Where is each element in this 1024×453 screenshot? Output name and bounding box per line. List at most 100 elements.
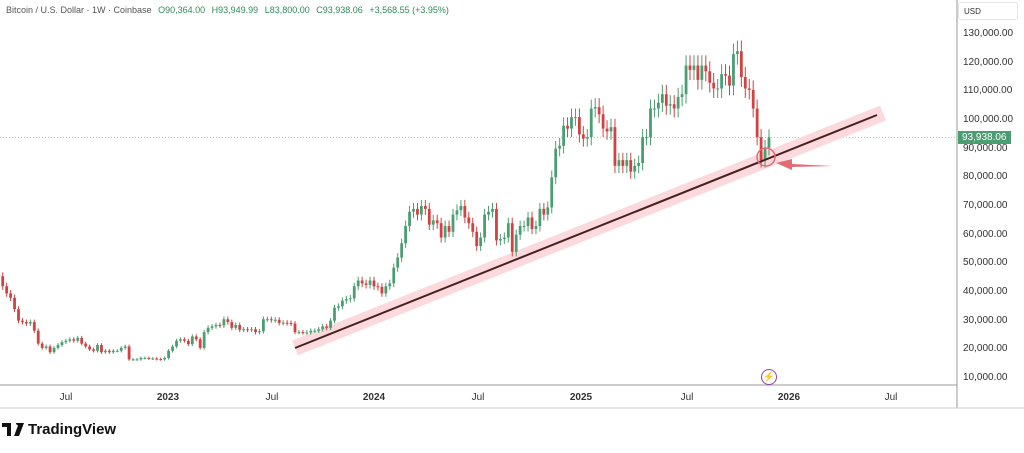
candle-body <box>32 322 36 331</box>
candle-body <box>329 320 332 328</box>
change-value: +3,568.55 (+3.95%) <box>369 5 449 15</box>
candle-body <box>463 206 467 218</box>
candle-body <box>317 329 321 331</box>
candle-body <box>234 324 238 328</box>
candle-body <box>341 300 344 307</box>
candle-body <box>593 107 597 109</box>
candle-body <box>479 237 483 247</box>
lightning-icon[interactable]: ⚡ <box>761 369 777 385</box>
candle-body <box>356 280 360 287</box>
candle-body <box>202 332 206 348</box>
candle-body <box>88 346 91 350</box>
candle-body <box>664 94 668 106</box>
candle-body <box>155 358 159 360</box>
candle-body <box>198 339 202 348</box>
candle-body <box>601 114 605 129</box>
candle-body <box>554 148 558 178</box>
candle-body <box>139 357 143 360</box>
candle-body <box>755 108 759 138</box>
candle-body <box>558 145 562 149</box>
candle-body <box>186 340 190 345</box>
candle-body <box>400 243 404 258</box>
price-tick-label: 10,000.00 <box>963 372 1008 383</box>
candle-body <box>597 107 601 115</box>
candle-body <box>499 238 502 241</box>
candle-body <box>325 326 328 328</box>
candle-body <box>151 358 155 360</box>
candle-body <box>171 346 174 351</box>
candle-body <box>416 208 419 215</box>
candle-body <box>364 283 368 285</box>
candle-body <box>467 217 471 224</box>
candle-body <box>574 117 577 119</box>
candle-body <box>368 280 372 285</box>
brand-name: TradingView <box>28 421 117 438</box>
candle-body <box>420 206 423 215</box>
candle-body <box>708 71 712 83</box>
candle-body <box>218 324 222 326</box>
price-tick-label: 60,000.00 <box>963 228 1008 240</box>
candle-body <box>550 177 554 208</box>
candle-body <box>431 220 435 225</box>
candle-body <box>119 347 123 351</box>
candle-body <box>435 220 439 224</box>
candle-body <box>281 322 285 324</box>
price-tick-label: 20,000.00 <box>963 343 1008 355</box>
currency-button[interactable]: USD <box>958 2 1018 20</box>
candle-body <box>305 332 309 334</box>
time-tick-label: 2026 <box>777 392 801 403</box>
candle-body <box>716 88 720 90</box>
candle-body <box>471 223 475 232</box>
candle-body <box>143 357 147 359</box>
candle-body <box>396 257 400 268</box>
candle-body <box>743 77 747 89</box>
candle-body <box>147 357 151 359</box>
candle-body <box>68 339 72 341</box>
candle-body <box>273 319 277 321</box>
candle-body <box>720 74 723 89</box>
time-tick-label: 2024 <box>362 392 386 403</box>
candle-body <box>262 319 265 332</box>
price-tick-label: 100,000.00 <box>963 114 1014 125</box>
tradingview-logo-icon <box>2 423 24 436</box>
candle-body <box>9 293 12 298</box>
candle-body <box>518 226 522 235</box>
candle-body <box>566 125 569 129</box>
candle-body <box>333 307 336 321</box>
candle-body <box>621 160 625 166</box>
candle-body <box>344 299 348 301</box>
candle-body <box>455 210 459 215</box>
tradingview-logo[interactable]: TradingView <box>2 421 116 438</box>
candle-body <box>491 208 494 212</box>
candle-body <box>238 324 242 330</box>
symbol-legend: Bitcoin / U.S. Dollar · 1W · Coinbase O9… <box>6 5 449 15</box>
candle-body <box>135 359 139 361</box>
candle-body <box>226 319 230 323</box>
candle-body <box>293 323 297 333</box>
candle-body <box>427 208 431 225</box>
candle-body <box>530 217 534 229</box>
time-tick-label: Jul <box>884 392 898 403</box>
candle-body <box>767 137 771 148</box>
candle-body <box>52 347 56 353</box>
candle-body <box>25 322 28 324</box>
candle-body <box>514 234 518 252</box>
candle-body <box>100 345 103 353</box>
candle-body <box>538 208 542 227</box>
candle-body <box>522 226 526 228</box>
candle-body <box>206 327 210 333</box>
candle-body <box>56 345 60 348</box>
candle-body <box>40 343 44 348</box>
candle-body <box>384 286 388 294</box>
candle-body <box>526 217 530 227</box>
candle-body <box>613 127 617 166</box>
candle-body <box>60 342 64 346</box>
candle-body <box>502 237 506 239</box>
candle-body <box>747 88 751 90</box>
candle-body <box>581 134 585 139</box>
candle-body <box>313 330 317 332</box>
candle-body <box>688 65 692 70</box>
candle-body <box>230 322 234 328</box>
candle-body <box>423 206 427 209</box>
